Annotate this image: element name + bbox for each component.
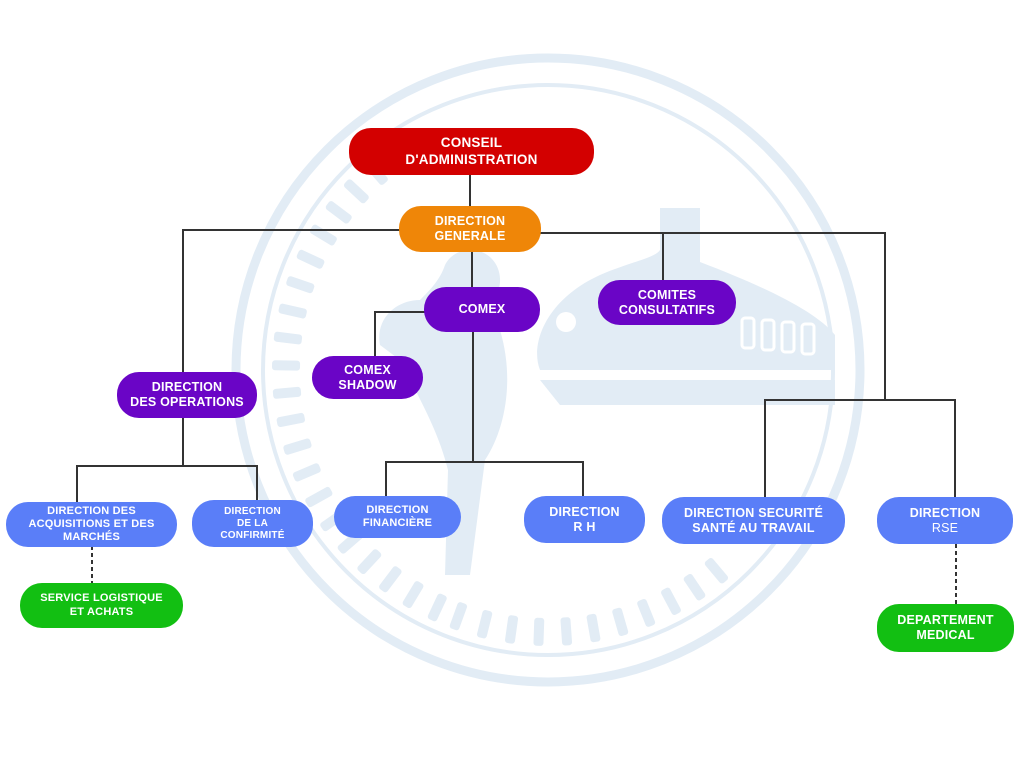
watermark-tick: [612, 607, 629, 636]
watermark-tick: [276, 412, 305, 428]
node-label: R H: [573, 519, 596, 534]
departement-medical-node: DEPARTEMENT MEDICAL: [877, 604, 1014, 652]
node-label: CONFIRMITÉ: [220, 529, 285, 541]
direction-financiere-node: DIRECTION FINANCIÈRE: [334, 496, 461, 538]
node-label: SERVICE LOGISTIQUE: [40, 592, 163, 605]
node-label: D'ADMINISTRATION: [405, 151, 538, 167]
watermark-tick: [560, 617, 573, 646]
comex-shadow-node: COMEX SHADOW: [312, 356, 423, 399]
direction-rse-node: DIRECTION RSE: [877, 497, 1013, 544]
node-label: DIRECTION: [434, 214, 506, 228]
watermark-tick: [704, 557, 729, 584]
node-label: MEDICAL: [916, 628, 975, 642]
node-label: SHADOW: [338, 377, 397, 392]
node-label: FINANCIÈRE: [362, 517, 433, 529]
direction-rh-node: DIRECTION R H: [524, 496, 645, 543]
watermark-tick: [278, 303, 307, 319]
direction-conformite-node: DIRECTION DE LA CONFIRMITÉ: [192, 500, 313, 547]
direction-operations-node: DIRECTION DES OPERATIONS: [117, 372, 257, 418]
node-label: ET ACHATS: [69, 605, 134, 618]
node-label: CONSULTATIFS: [618, 302, 716, 317]
node-label: DIRECTION SECURITÉ: [683, 505, 824, 520]
service-logistique-node: SERVICE LOGISTIQUE ET ACHATS: [20, 583, 183, 628]
node-label: DE LA: [237, 517, 268, 529]
node-label: DIRECTION: [224, 505, 281, 517]
watermark-tick: [449, 602, 468, 631]
comex-node: COMEX: [424, 287, 540, 332]
watermark-tick: [325, 201, 352, 224]
node-label: COMITES: [637, 287, 697, 302]
node-label: DIRECTION: [151, 380, 223, 394]
watermark-tick: [357, 549, 382, 575]
watermark-tick: [283, 438, 312, 455]
watermark-tick: [292, 463, 321, 482]
watermark-tick: [637, 598, 656, 627]
node-label: ACQUISITIONS ET DES: [28, 517, 155, 530]
watermark-tick: [272, 386, 302, 399]
conseil-administration-node: CONSEIL D'ADMINISTRATION: [349, 128, 594, 175]
watermark-tick: [296, 249, 325, 269]
node-label: MARCHÉS: [62, 531, 120, 544]
watermark-tick: [477, 610, 493, 639]
direction-securite-node: DIRECTION SECURITÉ SANTÉ AU TRAVAIL: [662, 497, 845, 544]
watermark-tick: [379, 566, 402, 593]
node-label: DIRECTION: [366, 503, 429, 516]
watermark-tick: [273, 331, 303, 345]
watermark-tick: [533, 617, 545, 646]
watermark-tick: [305, 486, 333, 508]
watermark-tick: [505, 615, 519, 644]
node-label: DIRECTION DES: [47, 504, 136, 517]
direction-acquisitions-node: DIRECTION DES ACQUISITIONS ET DES MARCHÉ…: [6, 502, 177, 547]
watermark-tick: [586, 613, 601, 643]
watermark-tick: [427, 593, 447, 622]
node-label: DEPARTEMENT: [897, 613, 994, 627]
watermark-tick: [661, 587, 681, 615]
node-label: DIRECTION: [549, 504, 620, 519]
watermark-tick: [402, 581, 424, 609]
node-label: CONSEIL: [440, 135, 503, 151]
node-label: COMEX: [344, 362, 391, 377]
node-label: DIRECTION: [909, 505, 981, 520]
watermark-tick: [343, 179, 369, 204]
watermark-tick: [683, 573, 706, 601]
watermark-tick: [286, 276, 315, 294]
node-label: GENERALE: [434, 229, 506, 243]
node-label: COMEX: [458, 302, 506, 316]
direction-generale-node: DIRECTION GENERALE: [399, 206, 541, 252]
node-label: DES OPERATIONS: [130, 395, 244, 409]
comites-consultatifs-node: COMITES CONSULTATIFS: [598, 280, 736, 325]
node-label: SANTÉ AU TRAVAIL: [692, 520, 815, 535]
node-label: RSE: [931, 520, 959, 535]
watermark-tick: [272, 360, 301, 371]
